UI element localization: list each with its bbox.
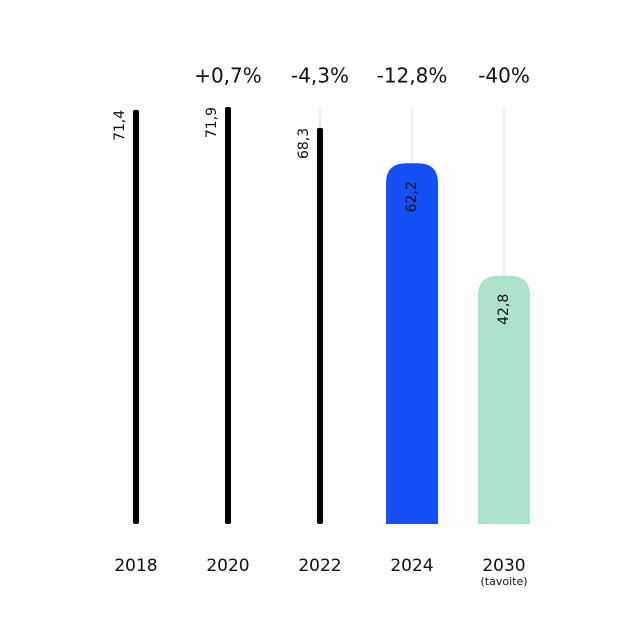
bar <box>386 163 438 525</box>
x-tick-label: 2030 <box>482 556 525 576</box>
change-label: -12,8% <box>377 64 448 88</box>
bar <box>133 109 139 524</box>
value-label: 68,3 <box>296 128 312 159</box>
change-label: +0,7% <box>194 64 262 88</box>
value-label: 42,8 <box>496 294 512 325</box>
bar <box>317 127 323 525</box>
x-tick-label: 2018 <box>114 556 157 576</box>
category-note: (tavoite) <box>480 575 527 588</box>
bar <box>478 275 530 524</box>
change-label: -40% <box>478 64 530 88</box>
x-tick-label: 2024 <box>390 556 433 576</box>
value-label: 71,4 <box>112 110 128 141</box>
x-tick-label: 2020 <box>206 556 249 576</box>
bar <box>225 106 231 524</box>
value-label: 71,9 <box>204 107 220 138</box>
change-label: -4,3% <box>291 64 349 88</box>
value-label: 62,2 <box>404 181 420 212</box>
x-tick-label: 2022 <box>298 556 341 576</box>
